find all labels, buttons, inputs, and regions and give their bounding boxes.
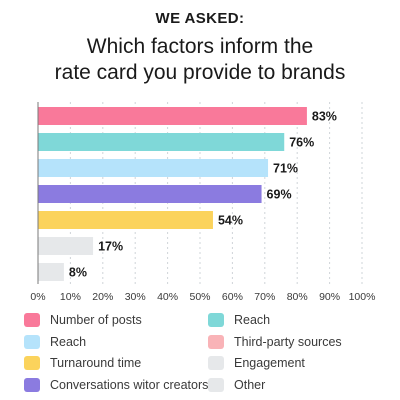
value-label-3: 71% xyxy=(273,162,298,176)
legend-label-6: Engagement xyxy=(234,356,305,370)
x-tick-label-30: 30% xyxy=(125,291,146,303)
legend-label-1: Number of posts xyxy=(50,313,142,327)
x-tick-label-70: 70% xyxy=(254,291,275,303)
legend-swatch-5 xyxy=(24,356,40,370)
x-tick-label-0: 0% xyxy=(30,291,45,303)
legend-swatch-2 xyxy=(208,313,224,327)
bar-6 xyxy=(38,237,94,255)
bar-4 xyxy=(38,185,262,203)
legend-item-1: Number of posts xyxy=(24,312,142,328)
legend-label-2: Reach xyxy=(234,313,271,327)
chart-title-line-1: Which factors inform the xyxy=(86,35,314,58)
legend-item-6: Engagement xyxy=(208,355,305,371)
legend-swatch-8 xyxy=(208,377,224,392)
legend-label-7: Conversations witor creators xyxy=(50,377,209,392)
x-tick-label-20: 20% xyxy=(92,291,113,303)
legend-swatch-4 xyxy=(208,334,224,349)
chart-title-line-2: rate card you provide to brands xyxy=(54,61,346,84)
legend-swatch-7 xyxy=(24,377,40,392)
legend-label-3: Reach xyxy=(50,334,87,349)
legend-label-4: Third-party sources xyxy=(234,334,342,349)
bar-1 xyxy=(38,107,307,125)
chart-kicker: WE ASKED: xyxy=(155,10,245,27)
x-tick-label-100: 100% xyxy=(349,291,376,303)
legend-swatch-6 xyxy=(208,356,224,370)
x-tick-label-40: 40% xyxy=(157,291,178,303)
value-label-5: 54% xyxy=(218,214,243,228)
legend-item-7: Conversations witor creators xyxy=(24,377,208,393)
legend-item-2: Reach xyxy=(208,312,270,328)
legend-item-3: Reach xyxy=(24,334,86,350)
value-label-2: 76% xyxy=(289,136,314,150)
legend-swatch-3 xyxy=(24,334,40,349)
bar-3 xyxy=(38,159,269,177)
bar-7 xyxy=(38,263,64,281)
legend-label-5: Turnaround time xyxy=(50,356,142,370)
legend-item-4: Third-party sources xyxy=(208,334,342,350)
x-tick-label-90: 90% xyxy=(319,291,340,303)
legend-swatch-1 xyxy=(24,313,40,327)
value-label-6: 17% xyxy=(98,240,123,254)
x-tick-label-50: 50% xyxy=(189,291,210,303)
chart-title: Which factors inform the rate card you p… xyxy=(0,34,400,86)
x-tick-label-10: 10% xyxy=(60,291,81,303)
value-label-1: 83% xyxy=(312,110,337,124)
bar-5 xyxy=(38,211,213,229)
legend-item-5: Turnaround time xyxy=(24,355,141,371)
value-label-7: 8% xyxy=(69,266,87,280)
x-tick-label-80: 80% xyxy=(287,291,308,303)
value-label-4: 69% xyxy=(267,188,292,202)
bar-chart: 83% 76% 71% 69% 54% 17% 8% 0% 10% 20% 30% 40% 50% 60%… xyxy=(30,102,376,303)
legend-item-8: Other xyxy=(208,377,265,393)
bar-2 xyxy=(38,133,285,151)
x-tick-label-60: 60% xyxy=(222,291,243,303)
legend-label-8: Other xyxy=(234,377,266,392)
